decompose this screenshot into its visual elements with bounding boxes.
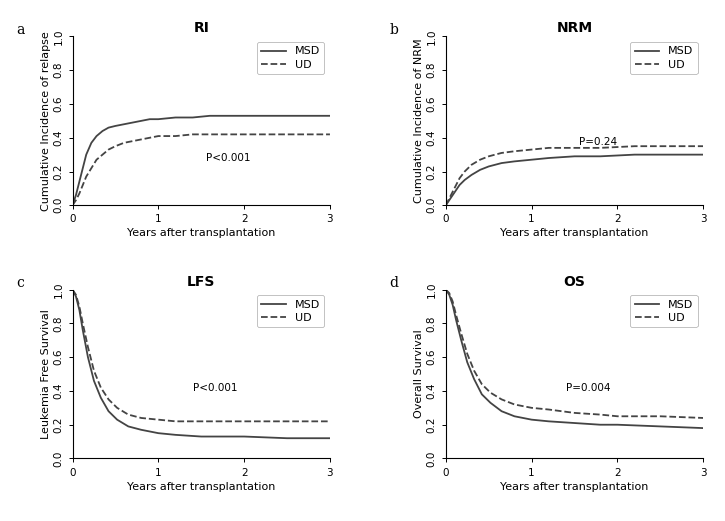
Legend: MSD, UD: MSD, UD: [630, 42, 697, 75]
Title: OS: OS: [563, 275, 586, 289]
X-axis label: Years after transplantation: Years after transplantation: [127, 229, 276, 239]
Y-axis label: Overall Survival: Overall Survival: [414, 330, 424, 418]
Text: P<0.001: P<0.001: [193, 383, 237, 393]
Legend: MSD, UD: MSD, UD: [257, 42, 324, 75]
Text: c: c: [16, 276, 24, 290]
X-axis label: Years after transplantation: Years after transplantation: [500, 229, 649, 239]
X-axis label: Years after transplantation: Years after transplantation: [127, 482, 276, 492]
Title: NRM: NRM: [557, 21, 592, 35]
Y-axis label: Cumulative Incidence of relapse: Cumulative Incidence of relapse: [41, 31, 51, 211]
Text: a: a: [16, 23, 24, 37]
Text: P=0.004: P=0.004: [566, 383, 610, 393]
X-axis label: Years after transplantation: Years after transplantation: [500, 482, 649, 492]
Y-axis label: Cumulative Incidence of NRM: Cumulative Incidence of NRM: [414, 39, 424, 203]
Legend: MSD, UD: MSD, UD: [630, 295, 697, 328]
Text: P<0.001: P<0.001: [205, 153, 250, 164]
Text: b: b: [389, 23, 398, 37]
Title: RI: RI: [194, 21, 209, 35]
Title: LFS: LFS: [187, 275, 215, 289]
Text: P=0.24: P=0.24: [579, 137, 617, 146]
Y-axis label: Leukemia Free Survival: Leukemia Free Survival: [41, 309, 51, 439]
Legend: MSD, UD: MSD, UD: [257, 295, 324, 328]
Text: d: d: [389, 276, 398, 290]
